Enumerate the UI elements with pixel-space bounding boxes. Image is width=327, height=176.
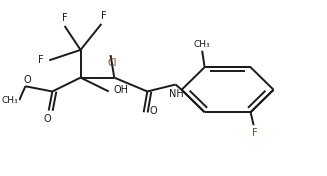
Text: NH: NH — [169, 89, 184, 99]
Text: CH₃: CH₃ — [194, 40, 211, 49]
Text: O: O — [43, 114, 51, 124]
Text: F: F — [62, 13, 67, 23]
Text: O: O — [23, 75, 31, 85]
Text: CH₃: CH₃ — [1, 96, 18, 105]
Text: F: F — [101, 11, 107, 21]
Text: F: F — [38, 55, 44, 65]
Text: F: F — [252, 128, 258, 138]
Text: OH: OH — [113, 85, 128, 95]
Text: O: O — [149, 106, 157, 116]
Text: Cl: Cl — [107, 58, 117, 68]
